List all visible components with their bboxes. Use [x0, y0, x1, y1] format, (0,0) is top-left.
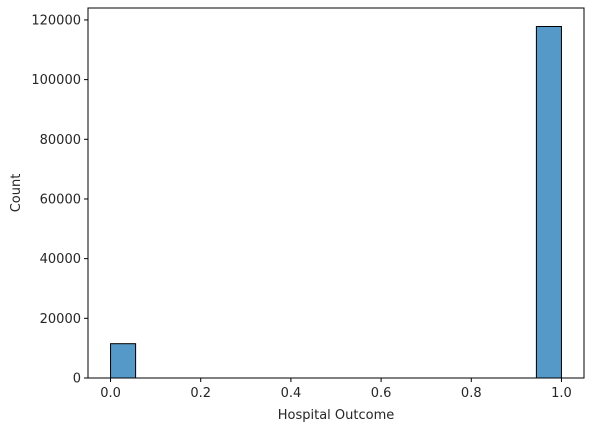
x-tick-label: 1.0: [551, 386, 572, 401]
y-tick-label: 60000: [40, 192, 81, 207]
x-tick-label: 0.0: [100, 386, 121, 401]
y-tick-label: 0: [73, 372, 81, 387]
y-tick-label: 80000: [40, 133, 81, 148]
histogram-bar: [110, 343, 137, 379]
bars-layer: [110, 26, 562, 379]
y-tick-label: 120000: [31, 13, 81, 28]
x-tick-label: 0.4: [281, 386, 302, 401]
histogram-bar: [535, 26, 562, 379]
y-axis-label: Count: [9, 174, 24, 213]
y-tick-label: 20000: [40, 312, 81, 327]
plot-frame: [87, 7, 585, 379]
y-tick-label: 40000: [40, 252, 81, 267]
x-axis: 0.0 0.2 0.4 0.6 0.8 1.0: [100, 378, 572, 401]
y-axis: 0 20000 40000 60000 80000 100000 120000: [31, 13, 88, 387]
x-axis-label: Hospital Outcome: [278, 408, 395, 423]
y-tick-label: 100000: [31, 73, 81, 88]
x-tick-label: 0.2: [190, 386, 211, 401]
x-tick-label: 0.8: [461, 386, 482, 401]
x-tick-label: 0.6: [371, 386, 392, 401]
